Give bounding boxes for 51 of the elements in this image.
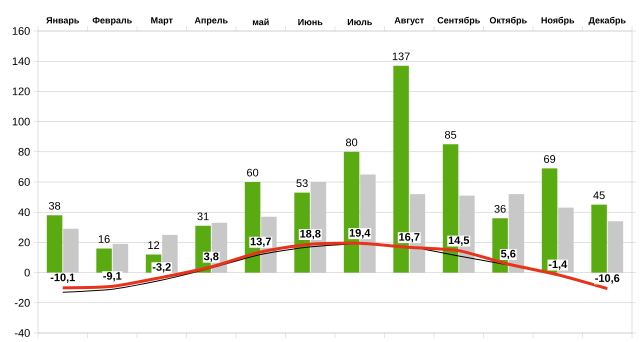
data-label: 14,5 <box>448 236 470 246</box>
x-tick-label: Август <box>394 17 424 26</box>
bar <box>46 215 62 273</box>
x-tick-label: Февраль <box>92 17 132 26</box>
y-tick-label: -20 <box>14 298 30 307</box>
data-label: 85 <box>444 130 456 139</box>
y-tick-label: 40 <box>18 208 30 216</box>
data-label: -10,6 <box>595 274 620 284</box>
bar <box>63 228 79 273</box>
data-label: 60 <box>247 168 258 176</box>
data-label: 38 <box>48 202 60 210</box>
x-tick-label: Ноябрь <box>542 16 574 26</box>
data-label: -3,2 <box>152 263 171 272</box>
bar <box>591 204 607 273</box>
data-label: 18,8 <box>300 230 321 240</box>
data-label: 3,8 <box>204 252 219 262</box>
y-tick-label: 100 <box>12 118 30 126</box>
y-tick-label: 120 <box>12 88 30 96</box>
y-tick-label: 80 <box>18 148 30 156</box>
data-label: 31 <box>197 212 209 220</box>
x-tick-label: Октябрь <box>490 16 527 26</box>
data-label: 53 <box>296 179 308 188</box>
data-label: 12 <box>148 241 160 249</box>
y-tick-label: 60 <box>18 178 30 186</box>
data-label: 69 <box>544 155 556 163</box>
y-tick-label: -40 <box>14 329 30 337</box>
x-tick-label: Март <box>151 17 173 26</box>
x-tick-label: Апрель <box>194 17 228 26</box>
y-tick-label: 140 <box>12 57 30 66</box>
data-label: 80 <box>346 138 358 146</box>
data-label: 137 <box>392 52 410 60</box>
x-tick-label: Июнь <box>298 18 322 26</box>
x-tick-label: май <box>252 18 269 26</box>
x-tick-label: Декабрь <box>588 16 626 26</box>
data-label: 13,7 <box>250 238 271 247</box>
y-tick-label: 160 <box>12 27 30 35</box>
y-tick-label: 0 <box>24 268 30 276</box>
x-tick-label: Сентябрь <box>438 16 480 26</box>
data-label: -1,4 <box>548 260 568 270</box>
data-label: 16 <box>98 235 110 243</box>
x-tick-label: Январь <box>46 17 79 26</box>
data-label: 45 <box>593 191 605 200</box>
x-tick-label: Июль <box>348 18 372 26</box>
bar <box>608 221 624 273</box>
data-label: 36 <box>494 204 506 213</box>
data-label: 5,6 <box>500 250 516 260</box>
data-label: -9,1 <box>103 272 122 282</box>
y-tick-label: 20 <box>18 238 30 246</box>
data-label: 16,7 <box>399 233 420 242</box>
data-label: -10,1 <box>50 274 75 283</box>
data-label: 19,4 <box>350 228 370 238</box>
